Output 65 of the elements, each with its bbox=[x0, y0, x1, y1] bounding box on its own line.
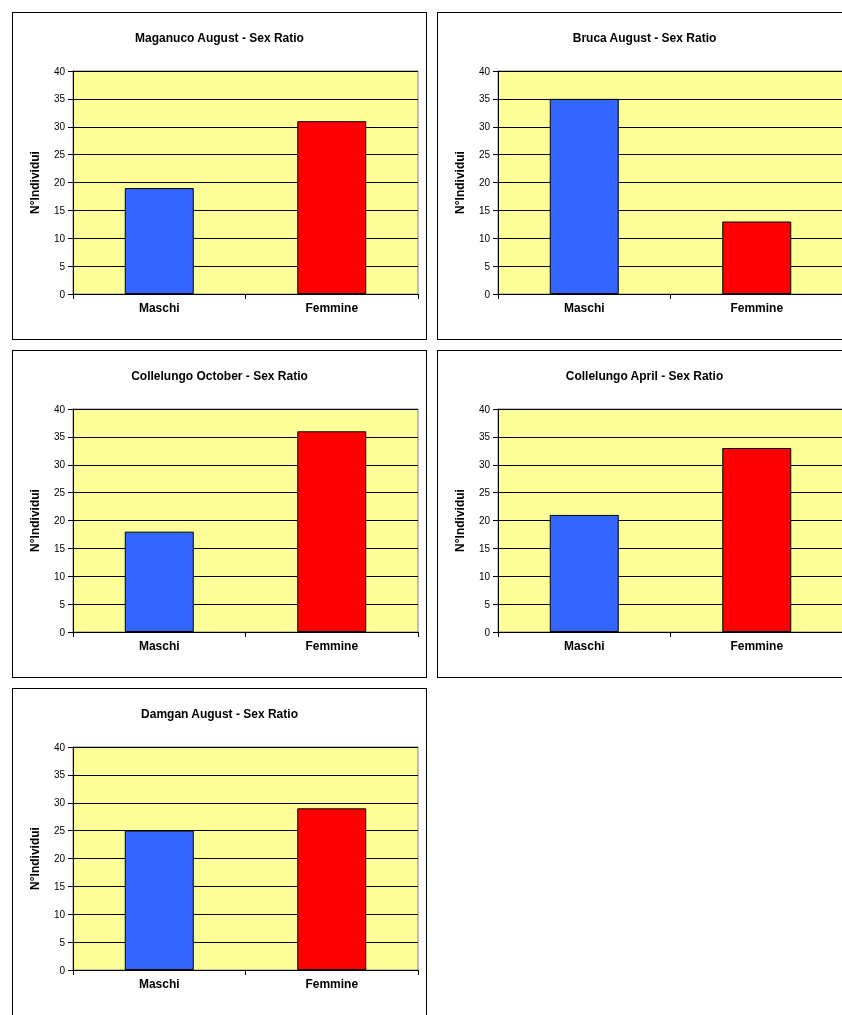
y-tick-label: 25 bbox=[53, 825, 66, 837]
y-axis-title: N°Individui bbox=[28, 827, 42, 890]
y-tick-label: 20 bbox=[478, 177, 491, 188]
y-tick-label: 10 bbox=[53, 570, 66, 582]
chart-title: Damgan August - Sex Ratio bbox=[141, 707, 298, 721]
y-tick-label: 20 bbox=[478, 515, 491, 526]
chart-title: Bruca August - Sex Ratio bbox=[572, 31, 717, 45]
x-tick-label: Maschi bbox=[563, 639, 605, 653]
y-axis-title: N°Individui bbox=[453, 151, 467, 214]
x-tick-label: Femmine bbox=[305, 639, 359, 653]
y-tick-label: 40 bbox=[53, 65, 66, 77]
y-axis-title: N°Individui bbox=[28, 489, 42, 552]
y-tick-label: 40 bbox=[478, 403, 491, 415]
y-tick-label: 5 bbox=[59, 936, 66, 948]
y-tick-label: 15 bbox=[478, 542, 491, 554]
y-tick-label: 15 bbox=[53, 542, 66, 554]
y-tick-label: 0 bbox=[59, 626, 66, 638]
y-tick-label: 10 bbox=[53, 908, 66, 920]
x-tick-label: Femmine bbox=[305, 301, 359, 315]
x-tick-label: Maschi bbox=[138, 301, 180, 315]
y-tick-label: 35 bbox=[53, 431, 66, 443]
x-tick-label: Femmine bbox=[305, 977, 359, 991]
y-tick-label: 10 bbox=[478, 232, 491, 244]
y-tick-label: 0 bbox=[484, 626, 491, 638]
chart-title: Collelungo October - Sex Ratio bbox=[131, 369, 308, 383]
y-tick-label: 40 bbox=[53, 741, 66, 753]
y-tick-label: 35 bbox=[53, 769, 66, 781]
y-axis-title: N°Individui bbox=[28, 151, 42, 214]
y-tick-label: 20 bbox=[53, 515, 66, 526]
y-tick-label: 0 bbox=[59, 288, 66, 300]
y-tick-label: 20 bbox=[53, 853, 66, 864]
y-tick-label: 40 bbox=[478, 65, 491, 77]
y-tick-label: 15 bbox=[478, 204, 491, 216]
y-tick-label: 30 bbox=[53, 459, 66, 471]
y-tick-label: 0 bbox=[484, 288, 491, 300]
y-tick-label: 10 bbox=[53, 232, 66, 244]
y-tick-label: 35 bbox=[478, 431, 491, 443]
y-tick-label: 25 bbox=[478, 149, 491, 161]
y-tick-label: 5 bbox=[59, 260, 66, 272]
y-tick-label: 15 bbox=[53, 880, 66, 892]
x-tick-label: Maschi bbox=[138, 977, 180, 991]
y-tick-label: 5 bbox=[59, 598, 66, 610]
y-tick-label: 0 bbox=[59, 964, 66, 976]
chart-title: Maganuco August - Sex Ratio bbox=[135, 31, 304, 45]
x-tick-label: Femmine bbox=[730, 639, 784, 653]
y-tick-label: 40 bbox=[53, 403, 66, 415]
y-tick-label: 25 bbox=[53, 487, 66, 499]
chart-title: Collelungo April - Sex Ratio bbox=[565, 369, 724, 383]
x-tick-label: Femmine bbox=[730, 301, 784, 315]
y-tick-label: 30 bbox=[53, 797, 66, 809]
y-tick-label: 30 bbox=[478, 121, 491, 133]
y-tick-label: 25 bbox=[53, 149, 66, 161]
y-tick-label: 20 bbox=[53, 177, 66, 188]
y-tick-label: 35 bbox=[478, 93, 491, 105]
y-tick-label: 10 bbox=[478, 570, 491, 582]
y-tick-label: 30 bbox=[53, 121, 66, 133]
y-tick-label: 5 bbox=[484, 598, 491, 610]
y-axis-title: N°Individui bbox=[453, 489, 467, 552]
y-tick-label: 30 bbox=[478, 459, 491, 471]
x-tick-label: Maschi bbox=[138, 639, 180, 653]
y-tick-label: 25 bbox=[478, 487, 491, 499]
y-tick-label: 35 bbox=[53, 93, 66, 105]
y-tick-label: 15 bbox=[53, 204, 66, 216]
x-tick-label: Maschi bbox=[563, 301, 605, 315]
y-tick-label: 5 bbox=[484, 260, 491, 272]
